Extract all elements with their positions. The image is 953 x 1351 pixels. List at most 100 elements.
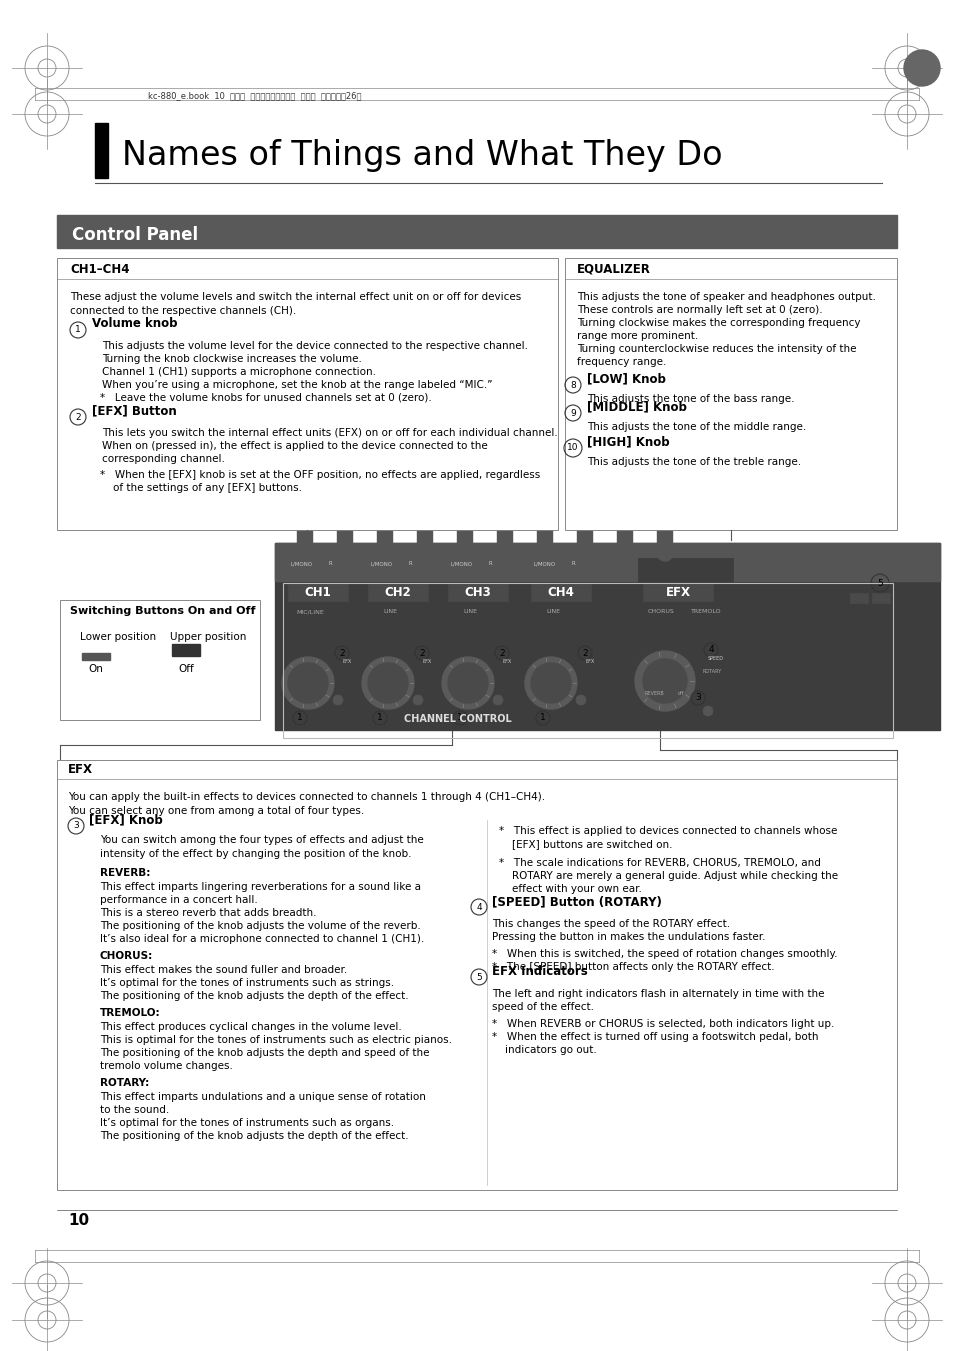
- Text: TREMOLO: TREMOLO: [690, 609, 720, 613]
- Text: 3: 3: [73, 821, 79, 831]
- Text: This is a stereo reverb that adds breadth.: This is a stereo reverb that adds breadt…: [100, 908, 316, 917]
- Text: EFX: EFX: [665, 585, 690, 598]
- Circle shape: [336, 544, 353, 561]
- Bar: [95, 123, 108, 178]
- Bar: [296, 531, 313, 553]
- Bar: [871, 593, 889, 603]
- Text: REVERB: REVERB: [644, 690, 664, 696]
- Bar: [617, 531, 633, 553]
- Text: Upper position: Upper position: [170, 632, 246, 642]
- Text: off: off: [678, 690, 684, 696]
- Bar: [564, 258, 896, 530]
- Text: 5: 5: [876, 578, 882, 588]
- Text: ROTARY:: ROTARY:: [100, 1078, 149, 1088]
- Text: This adjusts the volume level for the device connected to the respective channel: This adjusts the volume level for the de…: [102, 340, 527, 351]
- Circle shape: [497, 544, 513, 561]
- Text: You can select any one from among a total of four types.: You can select any one from among a tota…: [68, 807, 364, 816]
- Bar: [57, 258, 558, 530]
- Text: Turning the knob clockwise increases the volume.: Turning the knob clockwise increases the…: [102, 354, 361, 363]
- Text: CHANNEL CONTROL: CHANNEL CONTROL: [403, 713, 511, 724]
- Text: 2: 2: [581, 648, 587, 658]
- Bar: [537, 531, 553, 553]
- Bar: [57, 761, 896, 1190]
- Text: [EFX] Knob: [EFX] Knob: [89, 813, 163, 825]
- Text: [EFX] Button: [EFX] Button: [91, 404, 176, 417]
- Text: When on (pressed in), the effect is applied to the device connected to the: When on (pressed in), the effect is appl…: [102, 440, 487, 451]
- Text: This is optimal for the tones of instruments such as electric pianos.: This is optimal for the tones of instrum…: [100, 1035, 452, 1046]
- Bar: [638, 558, 732, 728]
- Text: This lets you switch the internal effect units (EFX) on or off for each individu: This lets you switch the internal effect…: [102, 428, 558, 438]
- Bar: [497, 531, 513, 553]
- Text: L/MONO: L/MONO: [371, 561, 393, 566]
- Bar: [577, 531, 593, 553]
- Circle shape: [576, 694, 585, 705]
- Text: L/MONO: L/MONO: [291, 561, 313, 566]
- Text: EFX Indicators: EFX Indicators: [492, 965, 587, 978]
- Text: corresponding channel.: corresponding channel.: [102, 454, 225, 463]
- Bar: [60, 600, 260, 720]
- Text: 5: 5: [476, 973, 481, 981]
- Text: It’s optimal for the tones of instruments such as strings.: It’s optimal for the tones of instrument…: [100, 978, 394, 988]
- Text: Off: Off: [178, 663, 193, 674]
- Text: EQUALIZER: EQUALIZER: [577, 263, 650, 276]
- Text: EFX: EFX: [342, 659, 352, 663]
- Text: 1: 1: [376, 713, 382, 723]
- Text: *   When this is switched, the speed of rotation changes smoothly.: * When this is switched, the speed of ro…: [492, 948, 837, 959]
- Circle shape: [361, 657, 414, 709]
- Bar: [336, 531, 353, 553]
- Text: REVERB:: REVERB:: [100, 867, 151, 878]
- Text: kc-880_e.book  10  ページ  ２００９年１月６日  火曜日  午前１０時26分: kc-880_e.book 10 ページ ２００９年１月６日 火曜日 午前１０時…: [148, 91, 361, 100]
- Text: R: R: [571, 561, 575, 566]
- Text: R: R: [408, 561, 412, 566]
- Text: EFX: EFX: [422, 659, 431, 663]
- Text: *   When the effect is turned off using a footswitch pedal, both: * When the effect is turned off using a …: [492, 1032, 818, 1042]
- Text: This adjusts the tone of the treble range.: This adjusts the tone of the treble rang…: [586, 457, 801, 467]
- Text: *   The [SPEED] button affects only the ROTARY effect.: * The [SPEED] button affects only the RO…: [492, 962, 774, 971]
- Circle shape: [288, 663, 328, 703]
- Text: speed of the effect.: speed of the effect.: [492, 1002, 594, 1012]
- Text: Pressing the button in makes the undulations faster.: Pressing the button in makes the undulat…: [492, 932, 764, 942]
- Text: [HIGH] Knob: [HIGH] Knob: [586, 435, 669, 449]
- Text: intensity of the effect by changing the position of the knob.: intensity of the effect by changing the …: [100, 848, 411, 859]
- Text: L/MONO: L/MONO: [451, 561, 473, 566]
- Circle shape: [903, 50, 939, 86]
- Text: This effect makes the sound fuller and broader.: This effect makes the sound fuller and b…: [100, 965, 347, 975]
- Text: tremolo volume changes.: tremolo volume changes.: [100, 1061, 233, 1071]
- Bar: [456, 531, 473, 553]
- Circle shape: [702, 707, 712, 716]
- Text: The positioning of the knob adjusts the depth and speed of the: The positioning of the knob adjusts the …: [100, 1048, 429, 1058]
- Text: Turning counterclockwise reduces the intensity of the: Turning counterclockwise reduces the int…: [577, 345, 856, 354]
- Text: performance in a concert hall.: performance in a concert hall.: [100, 894, 257, 905]
- Text: The left and right indicators flash in alternately in time with the: The left and right indicators flash in a…: [492, 989, 823, 998]
- Circle shape: [296, 544, 313, 561]
- Text: Control Panel: Control Panel: [71, 226, 198, 245]
- Text: range more prominent.: range more prominent.: [577, 331, 698, 340]
- Text: TREMOLO:: TREMOLO:: [100, 1008, 160, 1019]
- Text: 2: 2: [418, 648, 424, 658]
- Bar: [274, 543, 939, 581]
- Bar: [849, 593, 867, 603]
- Circle shape: [537, 544, 553, 561]
- Text: CH1–CH4: CH1–CH4: [70, 263, 130, 276]
- Text: *   The scale indications for REVERB, CHORUS, TREMOLO, and: * The scale indications for REVERB, CHOR…: [498, 858, 820, 867]
- Circle shape: [441, 657, 494, 709]
- Text: CHORUS: CHORUS: [647, 609, 674, 613]
- Text: EFX: EFX: [502, 659, 511, 663]
- Text: 2: 2: [339, 648, 344, 658]
- Text: You can switch among the four types of effects and adjust the: You can switch among the four types of e…: [100, 835, 423, 844]
- Bar: [57, 215, 896, 249]
- Text: CH2: CH2: [384, 585, 411, 598]
- Text: 2: 2: [498, 648, 504, 658]
- Circle shape: [333, 694, 343, 705]
- Text: LINE: LINE: [545, 609, 559, 613]
- Text: This effect imparts lingering reverberations for a sound like a: This effect imparts lingering reverberat…: [100, 882, 420, 892]
- Text: Names of Things and What They Do: Names of Things and What They Do: [122, 139, 721, 172]
- Bar: [416, 531, 433, 553]
- Text: When you’re using a microphone, set the knob at the range labeled “MIC.”: When you’re using a microphone, set the …: [102, 380, 492, 390]
- Circle shape: [456, 544, 473, 561]
- Circle shape: [413, 694, 422, 705]
- Bar: [288, 584, 348, 601]
- Text: EFX: EFX: [585, 659, 594, 663]
- Text: of the settings of any [EFX] buttons.: of the settings of any [EFX] buttons.: [100, 484, 302, 493]
- Text: 1: 1: [456, 713, 462, 723]
